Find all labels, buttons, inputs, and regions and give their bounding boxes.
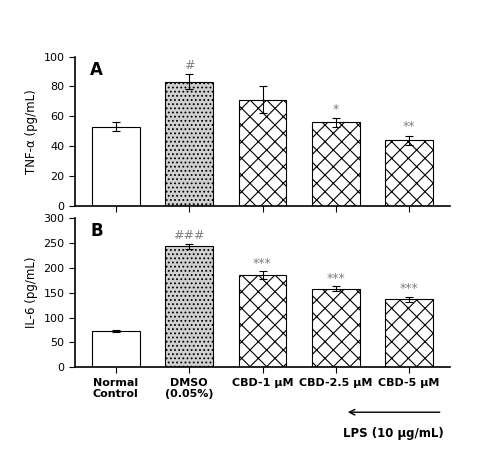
Bar [92,127,140,206]
Y-axis label: TNF-α (pg/mL): TNF-α (pg/mL) [25,89,38,174]
Bar [238,275,286,367]
Text: **: ** [403,121,415,133]
Bar [92,331,140,367]
Text: ***: *** [400,282,418,295]
Bar [312,289,360,367]
Text: ***: *** [326,272,345,284]
Bar [386,140,433,206]
Text: LPS (10 μg/mL): LPS (10 μg/mL) [344,427,444,440]
Bar [312,122,360,206]
Text: #: # [184,59,194,72]
Bar [166,246,213,367]
Bar [166,82,213,206]
Bar [386,299,433,367]
Text: A: A [90,61,103,79]
Text: ***: *** [253,257,272,270]
Text: ###: ### [174,229,205,243]
Bar [238,100,286,206]
Text: B: B [90,222,102,240]
Text: *: * [332,103,339,115]
Y-axis label: IL-6 (pg/mL): IL-6 (pg/mL) [25,257,38,328]
